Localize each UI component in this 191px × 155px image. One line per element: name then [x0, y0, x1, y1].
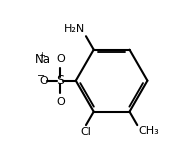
Text: Na: Na [35, 53, 51, 66]
Text: O: O [40, 76, 49, 86]
Text: S: S [56, 74, 64, 87]
Text: O: O [56, 54, 65, 64]
Text: Cl: Cl [80, 127, 91, 137]
Text: −: − [36, 71, 45, 81]
Text: O: O [56, 97, 65, 107]
Text: CH₃: CH₃ [138, 126, 159, 136]
Text: +: + [38, 51, 45, 60]
Text: H₂N: H₂N [64, 24, 85, 34]
